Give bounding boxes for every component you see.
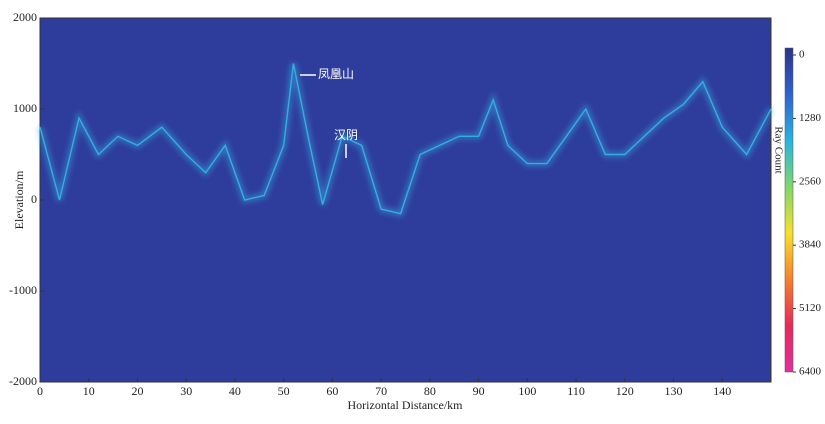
x-tick-label: 90 [473, 384, 485, 398]
x-tick-label: 50 [278, 384, 290, 398]
colorbar-tick-label: 3840 [799, 239, 822, 251]
x-tick-label: 140 [713, 384, 731, 398]
y-tick-label: -1000 [9, 283, 37, 297]
y-tick-label: 0 [31, 192, 37, 206]
colorbar-tick-label: 6400 [799, 366, 822, 378]
x-tick-label: 40 [229, 384, 241, 398]
colorbar [784, 47, 794, 373]
x-tick-label: 10 [83, 384, 95, 398]
colorbar-tick-label: 5120 [799, 302, 822, 314]
y-tick-label: -2000 [9, 374, 37, 388]
x-tick-label: 130 [665, 384, 683, 398]
y-axis-label: Elevation/m [12, 170, 26, 229]
x-tick-label: 60 [326, 384, 338, 398]
x-tick-label: 80 [424, 384, 436, 398]
colorbar-tick-label: 0 [799, 49, 805, 61]
annotation: 汉阴 [334, 128, 358, 142]
annotation: 凤凰山 [318, 67, 354, 81]
colorbar-tick-label: 2560 [799, 175, 822, 187]
x-tick-label: 30 [180, 384, 192, 398]
profile-line [39, 63, 772, 215]
x-tick-label: 70 [375, 384, 387, 398]
x-tick-label: 120 [616, 384, 634, 398]
x-axis-label: Horizontal Distance/km [348, 398, 464, 412]
x-tick-label: 0 [37, 384, 43, 398]
x-tick-label: 110 [567, 384, 585, 398]
y-tick-label: 1000 [13, 101, 37, 115]
x-tick-label: 100 [518, 384, 536, 398]
x-tick-label: 20 [131, 384, 143, 398]
colorbar-label: Ray Count [772, 126, 784, 173]
y-tick-label: 2000 [13, 10, 37, 24]
colorbar-tick-label: 1280 [799, 112, 822, 124]
